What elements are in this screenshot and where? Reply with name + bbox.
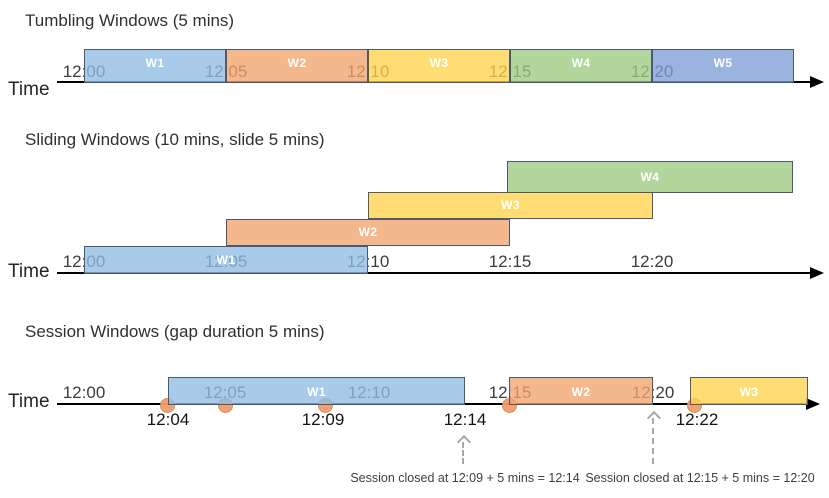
- window-label: W3: [429, 56, 449, 70]
- window-label: W3: [739, 385, 759, 399]
- window-w5: W5: [652, 49, 794, 83]
- window-w1: W1: [84, 246, 368, 274]
- window-w4: W4: [507, 161, 793, 193]
- window-label: W4: [640, 170, 660, 184]
- axis-arrowhead-icon: [810, 267, 824, 279]
- time-tick: 12:20: [630, 252, 674, 271]
- window-label: W1: [216, 253, 236, 267]
- window-label: W4: [571, 56, 591, 70]
- session-close-annotation: Session closed at 12:15 + 5 mins = 12:20: [585, 471, 815, 485]
- window-label: W2: [571, 385, 591, 399]
- window-w3: W3: [368, 192, 653, 219]
- window-w2: W2: [509, 377, 653, 405]
- window-label: W5: [713, 56, 733, 70]
- sliding-title: Sliding Windows (10 mins, slide 5 mins): [25, 130, 325, 149]
- tumbling-title: Tumbling Windows (5 mins): [25, 11, 235, 30]
- annotation-arrow-line: [462, 442, 464, 464]
- window-w4: W4: [510, 49, 652, 83]
- window-w1: W1: [168, 377, 465, 405]
- window-label: W3: [501, 198, 520, 212]
- event-time-label: 12:14: [443, 410, 487, 429]
- window-w2: W2: [226, 219, 510, 246]
- annotation-arrow-up-icon: [646, 410, 662, 426]
- annotation-arrow-up-icon: [456, 434, 472, 450]
- axis-label-time: Time: [8, 391, 50, 412]
- time-tick: 12:00: [62, 383, 106, 402]
- axis-arrowhead-icon: [806, 398, 820, 410]
- axis-label-time: Time: [8, 79, 50, 100]
- sliding-time-axis: [57, 272, 812, 274]
- window-label: W2: [287, 56, 307, 70]
- time-tick: 12:15: [488, 252, 532, 271]
- window-w2: W2: [226, 49, 368, 83]
- annotation-arrow-line: [652, 418, 654, 464]
- window-label: W1: [307, 385, 326, 399]
- event-time-label: 12:09: [301, 410, 345, 429]
- axis-label-time: Time: [8, 261, 50, 282]
- session-title: Session Windows (gap duration 5 mins): [25, 322, 325, 341]
- session-close-annotation: Session closed at 12:09 + 5 mins = 12:14: [350, 471, 580, 485]
- event-time-label: 12:22: [675, 410, 719, 429]
- axis-arrowhead-icon: [810, 76, 824, 88]
- window-w3: W3: [368, 49, 510, 83]
- window-label: W1: [145, 56, 165, 70]
- window-label: W2: [358, 225, 378, 239]
- window-w1: W1: [84, 49, 226, 83]
- window-w3: W3: [690, 377, 808, 405]
- event-time-label: 12:04: [146, 410, 190, 429]
